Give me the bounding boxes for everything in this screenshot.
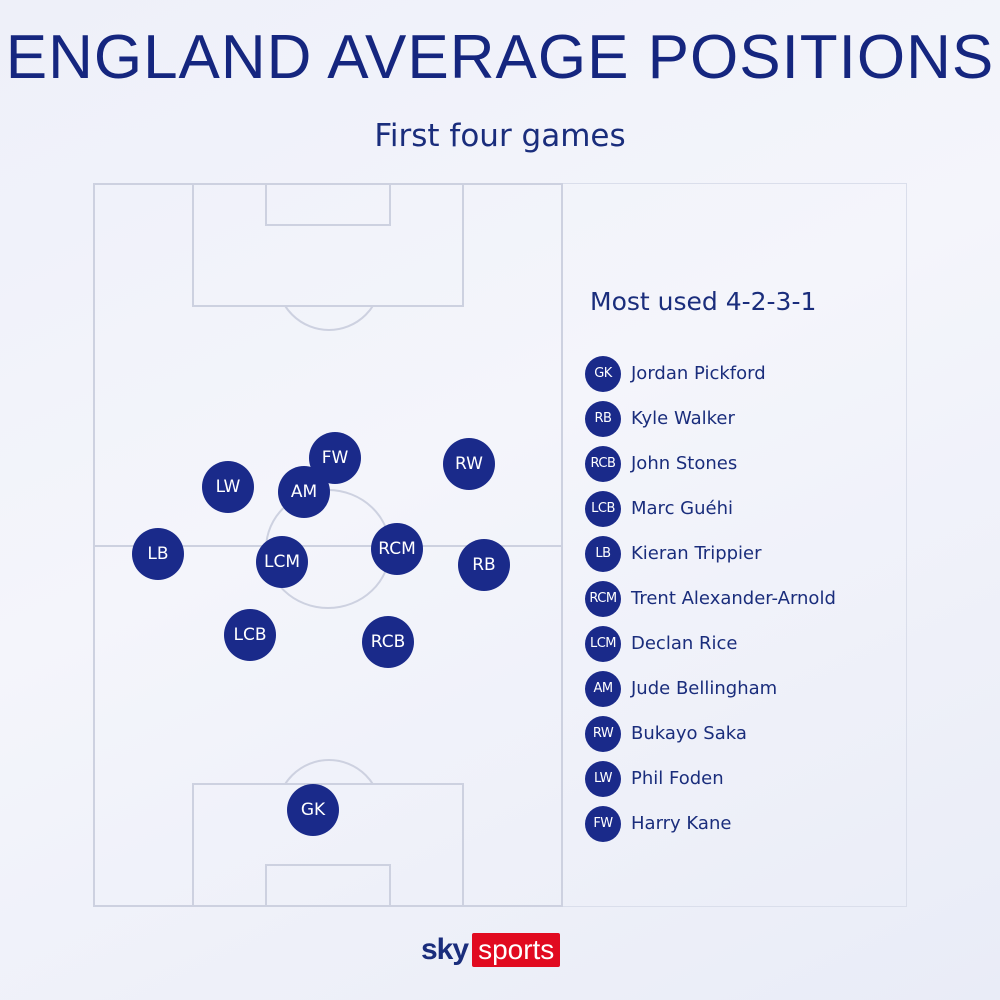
position-badge: LCB [585,490,621,527]
player-marker-label: LCM [263,552,300,572]
player-marker-lb: LB [132,528,184,580]
player-name: John Stones [631,453,738,474]
player-name: Declan Rice [631,633,738,654]
player-marker-lcb: LCB [224,609,276,661]
position-code: AM [593,681,613,696]
player-marker-rcb: RCB [362,616,414,668]
player-name: Bukayo Saka [631,723,747,744]
position-code: GK [594,366,612,381]
top-goal-box [265,183,391,226]
legend-item: AM Jude Bellingham [585,666,836,711]
position-badge: RW [585,715,621,752]
player-marker-label: RW [455,454,483,474]
position-badge: LCM [585,625,621,662]
legend-item: FW Harry Kane [585,801,836,846]
player-marker-label: LB [147,544,169,564]
position-badge: LB [585,535,621,572]
player-name: Phil Foden [631,768,724,789]
player-name: Trent Alexander-Arnold [631,588,836,609]
position-code: LCM [589,636,617,651]
legend-list: GK Jordan Pickford RB Kyle Walker RCB Jo… [585,351,836,846]
legend-panel [563,183,907,907]
position-badge: RCB [585,445,621,482]
position-code: LCB [591,501,615,516]
legend-item: RB Kyle Walker [585,396,836,441]
legend-item: RW Bukayo Saka [585,711,836,756]
legend-item: RCB John Stones [585,441,836,486]
bottom-penalty-arc [276,759,382,785]
player-name: Kyle Walker [631,408,735,429]
player-marker-rcm: RCM [371,523,423,575]
legend-item: GK Jordan Pickford [585,351,836,396]
position-code: RCB [590,456,616,471]
position-badge: LW [585,760,621,797]
player-name: Marc Guéhi [631,498,734,519]
player-marker-label: GK [300,800,326,820]
player-marker-rw: RW [443,438,495,490]
page-subtitle: First four games [374,118,626,154]
page-title: ENGLAND AVERAGE POSITIONS [5,23,995,92]
position-code: LB [595,546,611,561]
position-badge: FW [585,805,621,842]
position-badge: GK [585,355,621,392]
position-badge: AM [585,670,621,707]
player-name: Harry Kane [631,813,732,834]
player-marker-am: AM [278,466,330,518]
position-code: RB [594,411,612,426]
player-marker-label: FW [321,448,349,468]
legend-title: Most used 4-2-3-1 [590,287,817,316]
legend-item: RCM Trent Alexander-Arnold [585,576,836,621]
player-marker-label: RB [472,555,496,575]
position-code: LW [594,771,612,786]
logo-sports-text: sports [472,933,561,967]
position-code: RCM [589,591,617,606]
player-name: Kieran Trippier [631,543,762,564]
position-badge: RB [585,400,621,437]
legend-item: LCM Declan Rice [585,621,836,666]
player-marker-label: AM [290,482,318,502]
logo-sky-text: sky [421,933,469,966]
legend-item: LB Kieran Trippier [585,531,836,576]
legend-item: LW Phil Foden [585,756,836,801]
player-marker-label: LCB [233,625,267,645]
player-marker-lw: LW [202,461,254,513]
player-name: Jude Bellingham [631,678,778,699]
bottom-goal-box [265,864,391,907]
player-marker-gk: GK [287,784,339,836]
legend-item: LCB Marc Guéhi [585,486,836,531]
position-badge: RCM [585,580,621,617]
player-marker-rb: RB [458,539,510,591]
player-marker-label: RCB [370,632,406,652]
top-penalty-arc [276,305,382,331]
position-code: FW [593,816,613,831]
position-code: RW [592,726,614,741]
sky-sports-logo: sky sports [421,933,561,967]
player-marker-lcm: LCM [256,536,308,588]
player-name: Jordan Pickford [631,363,766,384]
player-marker-label: RCM [378,539,416,559]
player-marker-label: LW [215,477,241,497]
